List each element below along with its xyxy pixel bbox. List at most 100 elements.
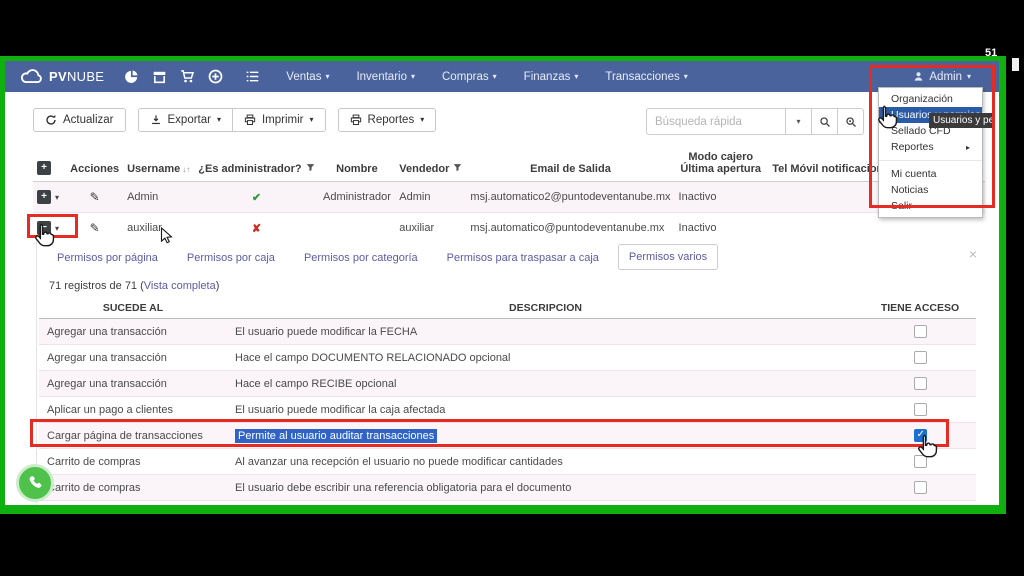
user-menu-button[interactable]: Admin ▾ bbox=[913, 61, 971, 92]
permissions-tabs: Permisos por página Permisos por caja Pe… bbox=[37, 238, 987, 270]
tab-permisos-varios[interactable]: Permisos varios bbox=[617, 244, 719, 270]
access-checkbox[interactable] bbox=[913, 351, 927, 364]
refresh-icon bbox=[46, 114, 56, 125]
tab-permisos-por-caja[interactable]: Permisos por caja bbox=[186, 252, 275, 264]
permissions-panel: Permisos por página Permisos por caja Pe… bbox=[36, 238, 987, 505]
annotation-box-user-menu bbox=[869, 65, 995, 208]
col-nombre[interactable]: Nombre bbox=[318, 148, 396, 182]
filter-icon[interactable] bbox=[453, 163, 462, 172]
print-button[interactable]: Imprimir ▾ bbox=[232, 108, 326, 132]
menu-item-reportes[interactable]: Reportes ▸ bbox=[891, 141, 970, 153]
expand-all-button[interactable]: + bbox=[37, 161, 51, 175]
phone-fab-button[interactable] bbox=[16, 464, 54, 502]
col-modo-cajero[interactable]: Modo cajero Última apertura bbox=[674, 148, 767, 182]
col-vendedor[interactable]: Vendedor bbox=[395, 148, 467, 182]
filter-icon[interactable] bbox=[306, 163, 315, 172]
cell-modo-cajero: Inactivo bbox=[674, 181, 767, 213]
col-acciones: Acciones bbox=[66, 148, 124, 182]
toolbar: Actualizar Exportar ▾ Imprimir ▾ bbox=[33, 108, 437, 132]
permission-row: Agregar una transacción El usuario puede… bbox=[39, 318, 976, 345]
col-username[interactable]: Username ↓↑ bbox=[123, 148, 195, 182]
caret-down-icon[interactable]: ▾ bbox=[55, 223, 60, 233]
vista-completa-link[interactable]: Vista completa bbox=[143, 280, 216, 292]
col-email-salida[interactable]: Email de Salida bbox=[466, 148, 675, 182]
expand-row-button[interactable]: + bbox=[37, 190, 51, 204]
col-es-admin[interactable]: ¿Es administrador? bbox=[194, 148, 319, 182]
scrollbar-sliver[interactable] bbox=[1012, 58, 1019, 71]
caret-down-icon[interactable]: ▾ bbox=[55, 192, 60, 202]
recording-counter: 51 bbox=[985, 47, 998, 59]
nav-quick-icons bbox=[124, 69, 223, 84]
search-button[interactable] bbox=[812, 108, 838, 135]
tab-permisos-por-categoria[interactable]: Permisos por categoría bbox=[303, 252, 418, 264]
access-checkbox[interactable] bbox=[913, 455, 927, 468]
list-menu-icon[interactable] bbox=[245, 69, 260, 84]
nav-item-compras[interactable]: Compras ▾ bbox=[442, 70, 497, 83]
add-circle-icon[interactable] bbox=[208, 69, 223, 84]
nav-item-ventas[interactable]: Ventas ▾ bbox=[286, 70, 330, 83]
search-options-button[interactable]: ▾ bbox=[786, 108, 812, 135]
export-print-group: Exportar ▾ Imprimir ▾ bbox=[137, 108, 326, 132]
access-checkbox[interactable] bbox=[913, 481, 927, 494]
access-checkbox[interactable] bbox=[913, 377, 927, 390]
brand-logo[interactable]: PVNUBE bbox=[19, 68, 104, 86]
menu-item-noticias[interactable]: Noticias bbox=[891, 184, 929, 196]
caret-down-icon: ▾ bbox=[492, 71, 497, 81]
pie-chart-icon[interactable] bbox=[124, 69, 139, 84]
refresh-button[interactable]: Actualizar bbox=[33, 108, 126, 132]
close-icon[interactable]: × bbox=[968, 246, 977, 262]
cell-nombre: Administrador bbox=[318, 181, 396, 213]
cell-username: Admin bbox=[123, 181, 195, 213]
nav-item-finanzas[interactable]: Finanzas ▾ bbox=[523, 70, 579, 83]
submenu-arrow-icon: ▸ bbox=[965, 142, 970, 152]
nav-menus: Ventas ▾ Inventario ▾ Compras ▾ Finanzas ▾ T… bbox=[286, 71, 687, 83]
menu-item-mi-cuenta[interactable]: Mi cuenta bbox=[891, 168, 937, 180]
caret-down-icon: ▾ bbox=[325, 71, 330, 81]
tab-permisos-por-pagina[interactable]: Permisos por página bbox=[57, 252, 158, 264]
records-info: 71 registros de 71 (Vista completa) bbox=[49, 280, 220, 292]
caret-down-icon: ▾ bbox=[309, 115, 314, 124]
brand-text: PVNUBE bbox=[49, 69, 105, 84]
export-button[interactable]: Exportar ▾ bbox=[137, 108, 233, 132]
store-icon[interactable] bbox=[152, 69, 167, 84]
nav-item-transacciones[interactable]: Transacciones ▾ bbox=[605, 70, 688, 83]
quick-search: ▾ bbox=[646, 108, 864, 135]
access-checkbox[interactable] bbox=[913, 325, 927, 338]
caret-down-icon: ▾ bbox=[574, 71, 579, 81]
menu-item-sellado-cfd[interactable]: Sellado CFD bbox=[891, 125, 951, 137]
access-checkbox[interactable] bbox=[913, 403, 927, 416]
reports-button[interactable]: Reportes ▾ bbox=[337, 108, 437, 132]
cloud-icon bbox=[20, 68, 42, 83]
cell-vendedor: Admin bbox=[395, 181, 467, 213]
tab-permisos-traspasar-caja[interactable]: Permisos para traspasar a caja bbox=[446, 252, 599, 264]
menu-tooltip: Usuarios y pe bbox=[929, 113, 995, 128]
permission-row: Aplicar un pago a clientes El usuario pu… bbox=[39, 396, 976, 423]
cross-icon: ✘ bbox=[251, 222, 262, 235]
user-row-admin: + ▾ ✎ Admin ✔ Administrador Admin msj.aut… bbox=[33, 181, 985, 213]
menu-divider bbox=[879, 160, 982, 161]
user-icon bbox=[915, 72, 923, 81]
cart-icon[interactable] bbox=[180, 69, 195, 84]
sort-icon: ↓↑ bbox=[182, 165, 191, 174]
menu-item-organizacion[interactable]: Organización bbox=[891, 93, 953, 105]
users-table: + Acciones Username ↓↑ ¿Es administrador?… bbox=[33, 148, 985, 244]
permissions-header-row: SUCEDE AL DESCRIPCION TIENE ACCESO bbox=[39, 298, 976, 319]
advanced-search-button[interactable] bbox=[838, 108, 864, 135]
caret-down-icon: ▾ bbox=[796, 116, 801, 126]
printer-icon bbox=[244, 114, 256, 125]
edit-icon[interactable]: ✎ bbox=[89, 221, 100, 235]
caret-down-icon: ▾ bbox=[683, 71, 688, 81]
nav-item-inventario[interactable]: Inventario ▾ bbox=[356, 70, 415, 83]
search-dot-icon bbox=[845, 116, 856, 127]
caret-down-icon: ▾ bbox=[966, 71, 971, 81]
permission-row: Agregar una transacción Hace el campo DO… bbox=[39, 344, 976, 371]
col-descripcion: DESCRIPCION bbox=[227, 298, 864, 319]
search-input[interactable] bbox=[646, 108, 786, 135]
user-dropdown-menu: Organización Usuarios y permisos Sellado… bbox=[878, 87, 986, 218]
search-icon bbox=[819, 116, 830, 127]
annotation-box-permission-row bbox=[30, 419, 949, 447]
printer-icon bbox=[350, 114, 361, 125]
check-icon: ✔ bbox=[251, 191, 262, 204]
edit-icon[interactable]: ✎ bbox=[89, 190, 100, 204]
